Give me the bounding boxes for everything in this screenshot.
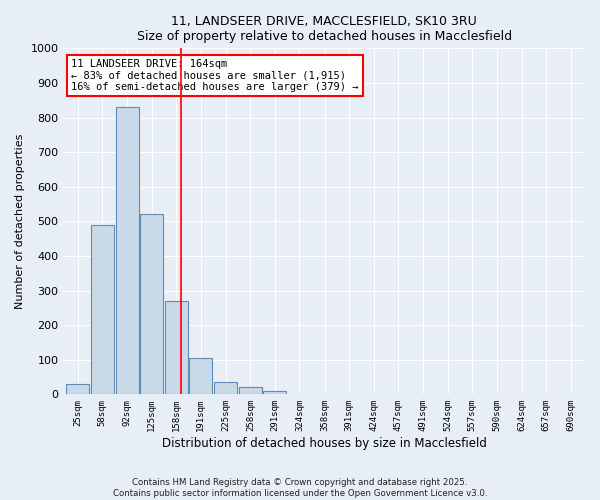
Bar [165, 301, 188, 394]
Title: 11, LANDSEER DRIVE, MACCLESFIELD, SK10 3RU
Size of property relative to detached: 11, LANDSEER DRIVE, MACCLESFIELD, SK10 3… [137, 15, 512, 43]
Bar [116, 107, 139, 395]
Text: Contains HM Land Registry data © Crown copyright and database right 2025.
Contai: Contains HM Land Registry data © Crown c… [113, 478, 487, 498]
Bar [214, 382, 238, 394]
Y-axis label: Number of detached properties: Number of detached properties [15, 134, 25, 309]
Bar [239, 388, 262, 394]
X-axis label: Distribution of detached houses by size in Macclesfield: Distribution of detached houses by size … [162, 437, 487, 450]
Bar [263, 391, 286, 394]
Bar [140, 214, 163, 394]
Bar [189, 358, 212, 395]
Text: 11 LANDSEER DRIVE: 164sqm
← 83% of detached houses are smaller (1,915)
16% of se: 11 LANDSEER DRIVE: 164sqm ← 83% of detac… [71, 58, 359, 92]
Bar [66, 384, 89, 394]
Bar [91, 225, 113, 394]
